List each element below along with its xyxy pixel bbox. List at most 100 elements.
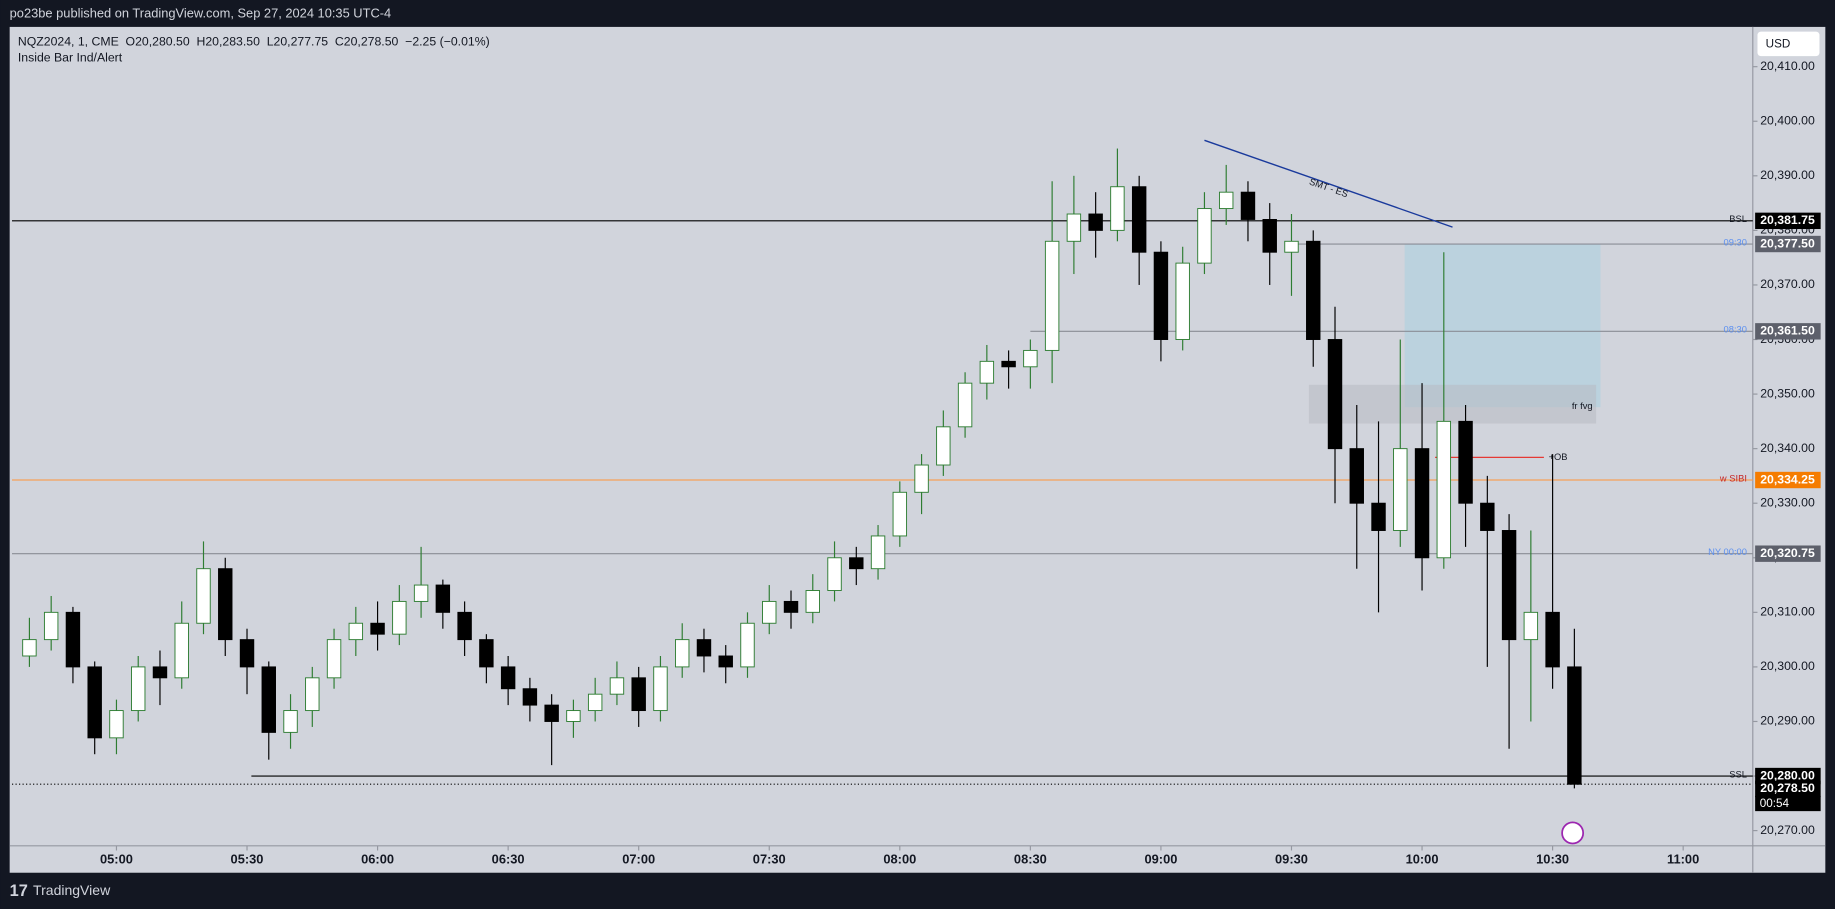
currency-box[interactable] xyxy=(1757,31,1820,57)
candle-body xyxy=(566,710,581,722)
candle-body xyxy=(65,611,81,668)
y-tick-label: 20,300.00 xyxy=(1760,659,1815,673)
candle-body xyxy=(261,666,276,733)
candle-body xyxy=(1414,448,1430,559)
candle-body xyxy=(674,639,690,668)
x-tick-label: 11:00 xyxy=(1667,851,1699,866)
level-label: 09:30 xyxy=(1724,237,1747,247)
candle-body xyxy=(500,666,516,690)
countdown: 00:54 xyxy=(1760,797,1790,810)
x-tick-label: 08:30 xyxy=(1014,851,1047,866)
candle-body xyxy=(43,611,59,641)
candle-body xyxy=(1066,213,1082,242)
candle-body xyxy=(1175,262,1190,340)
y-tick-label: 20,310.00 xyxy=(1760,605,1815,619)
level-label: NY 00:00 xyxy=(1708,547,1747,557)
candle-body xyxy=(1240,191,1256,220)
level-price-tag-box xyxy=(1755,323,1821,340)
candle-body xyxy=(1523,611,1539,641)
candle-body xyxy=(1436,420,1452,559)
x-tick-label: 10:00 xyxy=(1406,851,1439,866)
y-tick-label: 20,410.00 xyxy=(1760,59,1815,73)
trendline xyxy=(1204,139,1453,228)
candle-body xyxy=(696,639,712,657)
candle-body xyxy=(1197,208,1212,264)
y-tick-label: 20,270.00 xyxy=(1760,823,1815,837)
last-price-tag-box xyxy=(1755,780,1821,798)
y-tick-label: 20,390.00 xyxy=(1760,168,1815,182)
candle-body xyxy=(435,584,451,613)
candle-body xyxy=(392,600,407,635)
candle-body xyxy=(631,677,646,712)
candle-body xyxy=(131,666,146,712)
candle-body xyxy=(827,557,842,591)
candle-body xyxy=(740,622,755,668)
candle-body xyxy=(109,710,124,739)
plot: 20,270.00 20,280.00 20,290.00 20,300.00 20,3… xyxy=(12,59,1821,866)
candle-body xyxy=(892,491,908,537)
candle-body xyxy=(239,639,255,668)
candle-body xyxy=(1480,502,1495,531)
level-label: BSL xyxy=(1729,214,1747,224)
candle-body xyxy=(849,557,864,570)
candle-body xyxy=(174,622,189,679)
candle-body xyxy=(479,639,494,668)
chart-background xyxy=(9,26,1826,873)
alert-icon[interactable] xyxy=(1561,821,1585,845)
candle-body xyxy=(1306,240,1321,340)
candle-body xyxy=(544,704,559,722)
candle-body xyxy=(1349,448,1364,504)
candle-body xyxy=(1327,339,1343,450)
candle-body xyxy=(1458,420,1473,504)
y-tick-label: 20,370.00 xyxy=(1760,277,1815,291)
publish-info: po23be published on TradingView.com, Sep… xyxy=(10,5,392,20)
candle-body xyxy=(1567,666,1582,785)
level-price-tag: 20,381.75 xyxy=(1760,213,1815,227)
candle-body xyxy=(218,568,233,641)
currency[interactable]: USD xyxy=(1766,38,1791,51)
candle-body xyxy=(1023,349,1038,368)
candle-body xyxy=(718,655,733,668)
x-tick-label: 06:30 xyxy=(492,851,525,866)
candle-body xyxy=(587,693,603,712)
level-label: SSL xyxy=(1729,769,1747,779)
x-tick-label: 07:30 xyxy=(753,851,786,866)
ob-label: +OB xyxy=(1549,452,1568,462)
level-price-tag-box xyxy=(1755,471,1821,489)
level-price-tag: 20,361.50 xyxy=(1760,324,1815,338)
level-price-tag: 20,280.00 xyxy=(1760,768,1815,782)
x-tick-label: 10:30 xyxy=(1536,851,1569,866)
zone-box xyxy=(1308,384,1597,424)
y-tick-label: 20,350.00 xyxy=(1760,386,1815,400)
candle-body xyxy=(22,639,37,657)
candle-body xyxy=(1501,530,1517,641)
candle-body xyxy=(870,535,886,570)
zone-box xyxy=(1404,244,1601,408)
candle-body xyxy=(783,600,799,613)
candle-body xyxy=(1044,240,1060,351)
y-tick-label: 20,400.00 xyxy=(1760,114,1815,128)
candle-body xyxy=(1110,186,1125,231)
level-price-tag-box xyxy=(1755,235,1821,253)
x-tick-label: 09:30 xyxy=(1275,851,1308,866)
y-tick-label: 20,340.00 xyxy=(1760,441,1815,455)
candle-body xyxy=(1001,360,1016,368)
level-price-tag-box xyxy=(1755,212,1821,230)
candle-body xyxy=(87,666,102,739)
candle-body xyxy=(762,600,777,624)
candle-body xyxy=(1088,213,1103,231)
candle-body xyxy=(1262,219,1277,253)
x-tick-label: 05:30 xyxy=(231,851,264,866)
brand[interactable]: TradingView xyxy=(33,882,111,898)
level-price-tag: 20,377.50 xyxy=(1760,236,1815,250)
x-tick-label: 06:00 xyxy=(361,851,394,866)
level-price-tag-box xyxy=(1755,545,1821,562)
logo-mark[interactable]: 17 xyxy=(10,882,28,900)
zone-label: fr fvg xyxy=(1572,401,1593,411)
candle-body xyxy=(1545,611,1560,668)
symbol-line: NQZ2024, 1, CME O20,280.50 H20,283.50 L2… xyxy=(18,34,490,48)
last-price-tag: 20,278.50 xyxy=(1760,781,1815,795)
